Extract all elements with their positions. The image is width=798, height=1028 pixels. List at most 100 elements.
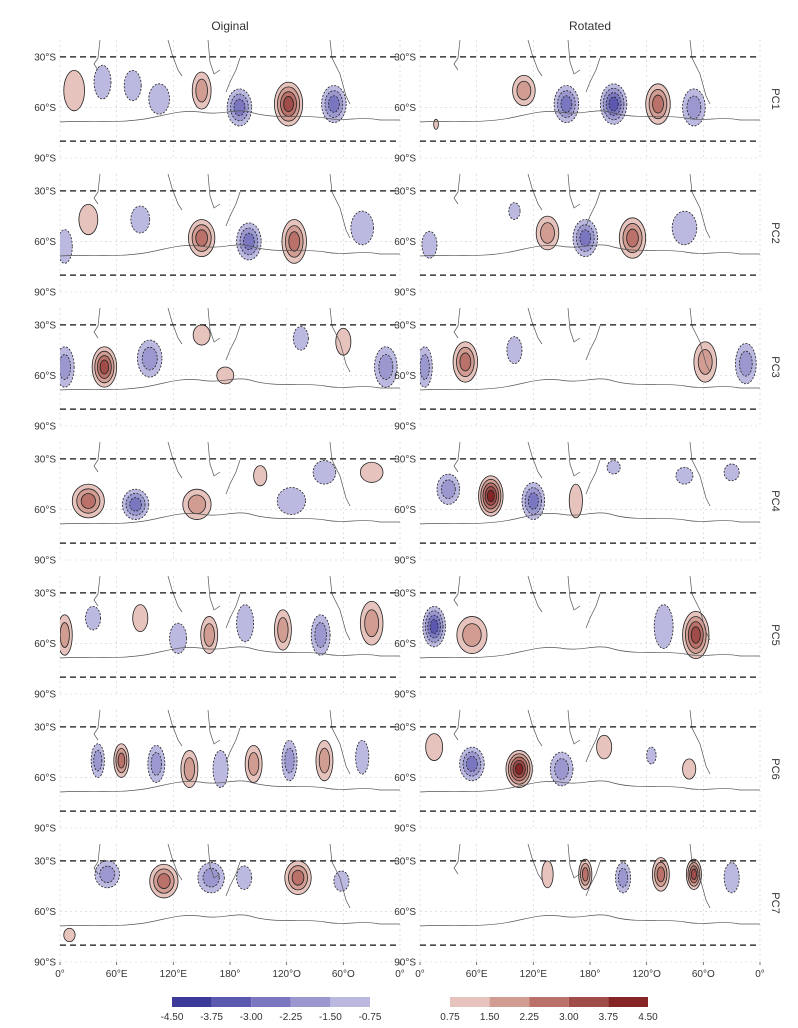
negative-contour-level-1 xyxy=(236,604,255,643)
positive-contour-level-1 xyxy=(682,758,697,780)
negative-contour-level-1 xyxy=(85,605,102,631)
negative-contour-level-3 xyxy=(129,497,142,512)
y-tick-label: 90°S xyxy=(34,422,56,433)
legend-label: -4.50 xyxy=(161,1012,184,1023)
negative-anomaly-7 xyxy=(281,739,298,782)
legend-positive-scale: 0.75 1.50 2.25 3.00 3.75 4.50 xyxy=(440,997,658,1023)
y-tick-label: 60°S xyxy=(34,639,56,650)
map-panel-rotated-pc6: 30°S 60°S 90°S xyxy=(394,710,761,835)
coastline-4 xyxy=(567,174,581,209)
positive-anomaly-7 xyxy=(273,81,304,127)
negative-contour-level-4 xyxy=(429,619,439,635)
negative-contour-level-2 xyxy=(420,354,430,380)
negative-anomaly-1 xyxy=(60,346,75,388)
panel-plot-area xyxy=(420,174,760,259)
negative-anomaly-5 xyxy=(212,750,229,788)
positive-anomaly-1 xyxy=(425,733,444,761)
row-label-pc7: PC7 xyxy=(769,892,781,913)
y-tick-label: 30°S xyxy=(394,856,416,867)
negative-contour-level-3 xyxy=(560,95,573,113)
map-panel-original-pc5: 30°S 60°S 90°S xyxy=(34,576,401,701)
positive-contour-level-5 xyxy=(514,763,524,775)
positive-anomaly-4 xyxy=(651,857,670,892)
coastline-2 xyxy=(93,710,101,741)
coastline-3 xyxy=(167,174,183,211)
negative-anomaly-8 xyxy=(310,614,331,656)
row-label-pc1: PC1 xyxy=(769,88,781,109)
map-panel-original-pc4: 30°S 60°S 90°S xyxy=(34,442,401,567)
positive-anomaly-5 xyxy=(284,860,312,895)
negative-contour-level-2 xyxy=(739,350,753,377)
positive-anomaly-4 xyxy=(192,324,211,346)
negative-anomaly-1 xyxy=(420,346,433,388)
x-tick-label: 0° xyxy=(55,969,65,980)
positive-anomaly-2 xyxy=(149,863,179,899)
coastline-4 xyxy=(567,442,581,477)
positive-anomaly-7 xyxy=(335,327,352,356)
negative-contour-level-3 xyxy=(527,492,539,510)
coastline-4 xyxy=(567,40,581,75)
negative-anomaly-2 xyxy=(459,746,485,782)
legend-swatch-4 xyxy=(568,997,609,1007)
coastline-3 xyxy=(527,308,543,345)
y-tick-label: 60°S xyxy=(34,371,56,382)
y-tick-label: 30°S xyxy=(34,186,56,197)
legend-label: 2.25 xyxy=(519,1012,539,1023)
coastline-6 xyxy=(329,710,351,775)
coastline-5 xyxy=(225,861,241,897)
positive-anomaly-2 xyxy=(478,475,504,517)
coastline-2 xyxy=(93,576,101,607)
positive-contour-level-1 xyxy=(63,69,85,112)
negative-contour-level-1 xyxy=(292,326,309,351)
coastline-1 xyxy=(420,780,760,793)
y-tick-label: 60°S xyxy=(394,505,416,516)
negative-contour-level-1 xyxy=(355,739,370,775)
positive-anomaly-4 xyxy=(180,750,199,788)
negative-contour-level-2 xyxy=(150,752,162,776)
negative-anomaly-3 xyxy=(137,339,163,378)
panel-plot-area xyxy=(60,174,400,264)
facet-grid: 30°S60°S90°S30°S60°S90°SPC130°S60°S90°S3… xyxy=(34,40,781,969)
negative-contour-level-1 xyxy=(60,229,73,264)
coastline-5 xyxy=(585,861,601,897)
x-tick-label: 60°O xyxy=(692,969,715,980)
negative-anomaly-2 xyxy=(93,64,112,100)
panel-plot-area xyxy=(420,40,760,130)
negative-anomaly-3 xyxy=(521,482,546,520)
positive-contour-level-1 xyxy=(568,483,583,519)
positive-contour-level-4 xyxy=(690,626,701,644)
coastline-1 xyxy=(420,110,760,123)
facet-row-pc7: 30°S 60°S 90°S 30°S 60°S 90°S PC7 xyxy=(34,844,781,969)
panel-plot-area xyxy=(420,576,760,660)
x-tick-label: 60°E xyxy=(466,969,488,980)
negative-contour-level-3 xyxy=(233,98,246,117)
negative-anomaly-5 xyxy=(236,222,262,261)
coastline-1 xyxy=(60,780,400,793)
positive-contour-level-4 xyxy=(283,96,294,113)
coastline-3 xyxy=(167,576,183,613)
positive-contour-level-3 xyxy=(626,228,639,248)
row-label-pc2: PC2 xyxy=(769,222,781,243)
coastline-1 xyxy=(60,110,400,123)
positive-contour-level-2 xyxy=(540,222,555,244)
coastline-2 xyxy=(453,844,461,875)
positive-contour-level-1 xyxy=(541,860,554,889)
positive-contour-level-5 xyxy=(486,489,495,503)
positive-anomaly-5 xyxy=(596,734,613,760)
y-tick-label: 90°S xyxy=(34,556,56,567)
coastline-5 xyxy=(585,191,601,227)
negative-contour-level-1 xyxy=(236,865,253,890)
x-axis-original: 0° 60°E 120°E 180° 120°O 60°O 0° xyxy=(55,962,405,980)
x-tick-label: 60°O xyxy=(332,969,355,980)
coastline-5 xyxy=(585,325,601,361)
positive-anomaly-2 xyxy=(113,743,130,778)
negative-anomaly-4 xyxy=(169,622,187,654)
panel-plot-area xyxy=(60,40,400,127)
legend-swatch-2 xyxy=(211,997,252,1007)
panel-plot-area xyxy=(420,710,760,793)
positive-contour-level-2 xyxy=(183,757,196,781)
negative-contour-level-2 xyxy=(314,622,327,648)
coastline-2 xyxy=(93,174,101,205)
map-panel-rotated-pc7: 30°S 60°S 90°S xyxy=(394,844,761,969)
